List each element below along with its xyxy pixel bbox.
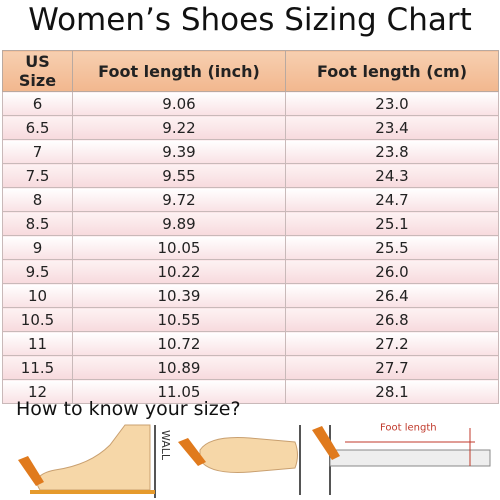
table-row: 6.5 9.22 23.4 <box>2 115 499 140</box>
table-row: 8 9.72 24.7 <box>2 187 499 212</box>
table-row: 7 9.39 23.8 <box>2 139 499 164</box>
table-row: 11 10.72 27.2 <box>2 331 499 356</box>
cell: 9.39 <box>72 139 286 164</box>
title: Women’s Shoes Sizing Chart <box>28 2 472 38</box>
table-row: 9 10.05 25.5 <box>2 235 499 260</box>
cell: 10.05 <box>72 235 286 260</box>
table-row: 7.5 9.55 24.3 <box>2 163 499 188</box>
table-row: 11.5 10.89 27.7 <box>2 355 499 380</box>
table-row: 9.5 10.22 26.0 <box>2 259 499 284</box>
wall-label: WALL <box>159 430 172 461</box>
length-label: Foot length <box>380 422 437 433</box>
table-row: 12 11.05 28.1 <box>2 379 499 404</box>
cell: 26.8 <box>285 307 499 332</box>
cell: 9.06 <box>72 91 286 116</box>
foot-wall: WALL <box>18 424 172 498</box>
cell: 25.5 <box>285 235 499 260</box>
cell: 11 <box>2 331 73 356</box>
illustration: WALL Foot length <box>18 422 491 498</box>
size-table: US Size Foot length (inch) Foot length (cm… <box>2 50 499 404</box>
cell: 10.72 <box>72 331 286 356</box>
cell: 8.5 <box>2 211 73 236</box>
cell: 26.0 <box>285 259 499 284</box>
cell: 10.39 <box>72 283 286 308</box>
table-row: 10.5 10.55 26.8 <box>2 307 499 332</box>
ruler: Foot length <box>312 422 491 495</box>
table-row: 6 9.06 23.0 <box>2 91 499 116</box>
cell: 9.55 <box>72 163 286 188</box>
header-row: US Size Foot length (inch) Foot length (cm… <box>2 50 499 92</box>
table-body: 6 9.06 23.0 6.5 9.22 23.4 7 9.39 23.8 7.5 9.55 24.3… <box>2 91 499 404</box>
cell: 8 <box>2 187 73 212</box>
cell: 11.5 <box>2 355 73 380</box>
cell: 24.7 <box>285 187 499 212</box>
cell: 10 <box>2 283 73 308</box>
cell: 10.22 <box>72 259 286 284</box>
cell: 9.89 <box>72 211 286 236</box>
cell: 23.0 <box>285 91 499 116</box>
cell: 9.72 <box>72 187 286 212</box>
table-row: 8.5 9.89 25.1 <box>2 211 499 236</box>
foot-top <box>178 425 301 495</box>
table-row: 10 10.39 26.4 <box>2 283 499 308</box>
cell: 24.3 <box>285 163 499 188</box>
column-header: Foot length (inch) <box>72 50 286 92</box>
cell: 10.55 <box>72 307 286 332</box>
column-header: Foot length (cm) <box>285 50 499 92</box>
cell: 7 <box>2 139 73 164</box>
instructions-title: How to know your size? <box>16 398 241 420</box>
cell: 25.1 <box>285 211 499 236</box>
cell: 26.4 <box>285 283 499 308</box>
cell: 23.8 <box>285 139 499 164</box>
cell: 9.5 <box>2 259 73 284</box>
cell: 27.2 <box>285 331 499 356</box>
cell: 23.4 <box>285 115 499 140</box>
cell: 12 <box>2 379 73 404</box>
cell: 10.89 <box>72 355 286 380</box>
cell: 27.7 <box>285 355 499 380</box>
cell: 10.5 <box>2 307 73 332</box>
cell: 9.22 <box>72 115 286 140</box>
cell: 6 <box>2 91 73 116</box>
column-header: US Size <box>2 50 73 92</box>
cell: 9 <box>2 235 73 260</box>
cell: 6.5 <box>2 115 73 140</box>
cell: 28.1 <box>285 379 499 404</box>
cell: 7.5 <box>2 163 73 188</box>
